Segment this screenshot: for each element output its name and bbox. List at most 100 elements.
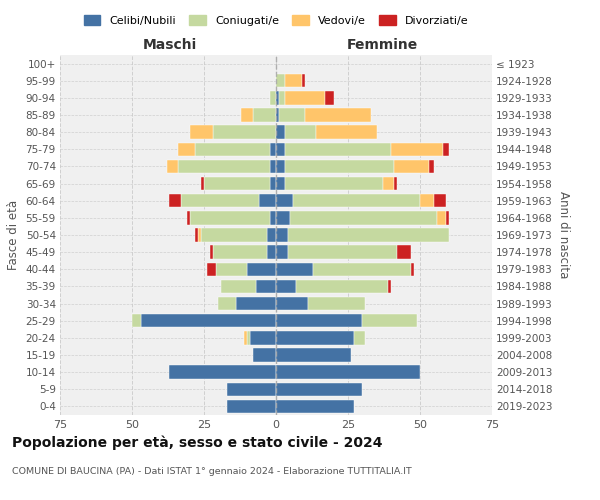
Bar [296, 280, 388, 293]
Bar [276, 228, 287, 241]
Bar [354, 331, 365, 344]
Bar [276, 297, 308, 310]
Bar [290, 211, 437, 224]
Bar [241, 108, 253, 122]
Bar [201, 228, 268, 241]
Bar [253, 108, 276, 122]
Bar [305, 108, 371, 122]
Bar [434, 194, 446, 207]
Bar [198, 228, 201, 241]
Bar [270, 142, 276, 156]
Bar [187, 211, 190, 224]
Bar [276, 91, 279, 104]
Bar [428, 160, 434, 173]
Bar [276, 74, 284, 88]
Bar [284, 126, 316, 139]
Bar [253, 348, 276, 362]
Bar [181, 194, 259, 207]
Y-axis label: Anni di nascita: Anni di nascita [557, 192, 569, 278]
Bar [284, 91, 325, 104]
Bar [196, 228, 198, 241]
Bar [276, 142, 284, 156]
Bar [276, 108, 279, 122]
Bar [227, 382, 276, 396]
Text: COMUNE DI BAUCINA (PA) - Dati ISTAT 1° gennaio 2024 - Elaborazione TUTTITALIA.IT: COMUNE DI BAUCINA (PA) - Dati ISTAT 1° g… [12, 468, 412, 476]
Bar [167, 160, 178, 173]
Bar [287, 228, 449, 241]
Bar [244, 331, 247, 344]
Bar [132, 314, 140, 328]
Bar [276, 126, 284, 139]
Bar [250, 331, 276, 344]
Bar [212, 126, 276, 139]
Bar [221, 280, 256, 293]
Bar [279, 91, 284, 104]
Bar [276, 348, 351, 362]
Bar [362, 314, 417, 328]
Bar [276, 177, 284, 190]
Bar [212, 246, 268, 259]
Bar [276, 194, 293, 207]
Bar [268, 246, 276, 259]
Legend: Celibi/Nubili, Coniugati/e, Vedovi/e, Divorziati/e: Celibi/Nubili, Coniugati/e, Vedovi/e, Di… [79, 10, 473, 30]
Bar [276, 400, 354, 413]
Bar [247, 331, 250, 344]
Bar [215, 262, 247, 276]
Bar [169, 194, 181, 207]
Bar [270, 160, 276, 173]
Bar [268, 228, 276, 241]
Bar [316, 126, 377, 139]
Bar [140, 314, 276, 328]
Bar [443, 142, 449, 156]
Text: Maschi: Maschi [142, 38, 197, 52]
Bar [259, 194, 276, 207]
Bar [178, 142, 196, 156]
Bar [284, 142, 391, 156]
Bar [210, 246, 212, 259]
Bar [308, 297, 365, 310]
Bar [190, 211, 270, 224]
Bar [276, 246, 287, 259]
Bar [394, 177, 397, 190]
Bar [383, 177, 394, 190]
Bar [270, 211, 276, 224]
Bar [284, 160, 394, 173]
Bar [247, 262, 276, 276]
Bar [293, 194, 420, 207]
Bar [325, 91, 334, 104]
Bar [276, 314, 362, 328]
Bar [207, 262, 215, 276]
Bar [218, 297, 236, 310]
Bar [270, 177, 276, 190]
Bar [394, 160, 428, 173]
Y-axis label: Fasce di età: Fasce di età [7, 200, 20, 270]
Bar [204, 177, 270, 190]
Bar [256, 280, 276, 293]
Bar [276, 211, 290, 224]
Bar [437, 211, 446, 224]
Bar [276, 280, 296, 293]
Bar [279, 108, 305, 122]
Bar [196, 142, 270, 156]
Bar [227, 400, 276, 413]
Bar [236, 297, 276, 310]
Text: Popolazione per età, sesso e stato civile - 2024: Popolazione per età, sesso e stato civil… [12, 435, 383, 450]
Bar [276, 331, 354, 344]
Text: Femmine: Femmine [347, 38, 418, 52]
Bar [412, 262, 414, 276]
Bar [446, 211, 449, 224]
Bar [287, 246, 397, 259]
Bar [276, 262, 313, 276]
Bar [190, 126, 212, 139]
Bar [178, 160, 270, 173]
Bar [201, 177, 204, 190]
Bar [388, 280, 391, 293]
Bar [284, 74, 302, 88]
Bar [284, 177, 383, 190]
Bar [391, 142, 443, 156]
Bar [270, 91, 276, 104]
Bar [276, 382, 362, 396]
Bar [420, 194, 434, 207]
Bar [169, 366, 276, 379]
Bar [276, 366, 420, 379]
